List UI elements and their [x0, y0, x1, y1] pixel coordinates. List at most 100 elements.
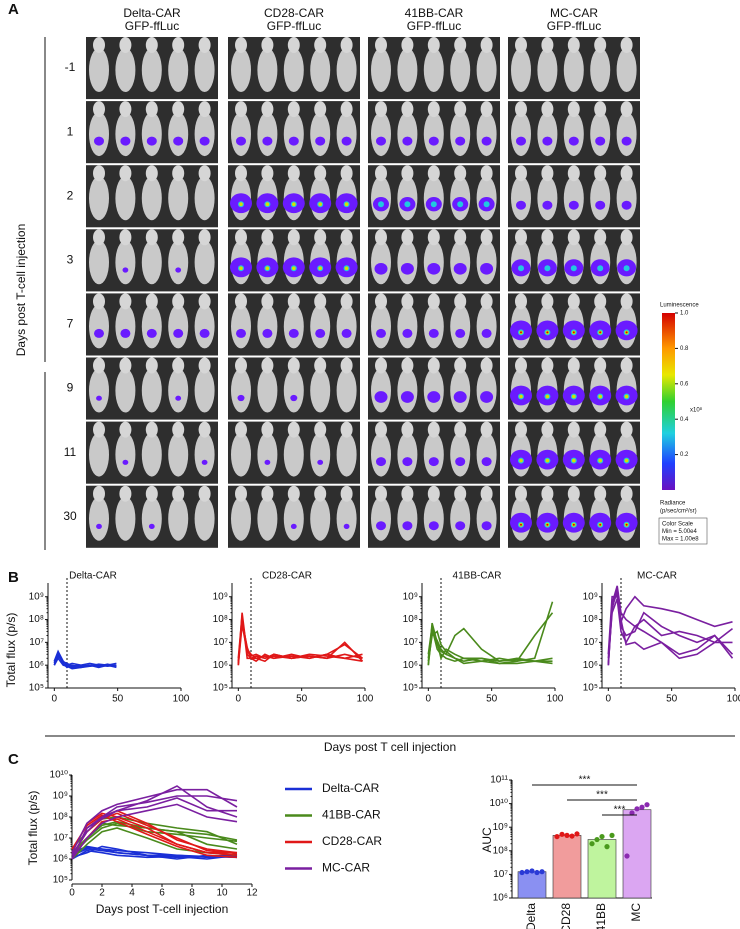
signal	[568, 136, 579, 146]
signal	[428, 521, 439, 531]
signal	[427, 391, 441, 403]
signal-core	[624, 394, 629, 399]
mouse-head	[235, 421, 247, 438]
x-tick-label: 100	[547, 694, 564, 705]
mouse	[616, 48, 637, 92]
mouse-head	[261, 293, 274, 310]
mouse-head	[261, 101, 274, 118]
mouse-head	[145, 37, 158, 53]
chart-title: MC-CAR	[637, 571, 677, 582]
mouse-head	[145, 421, 158, 438]
mouse	[115, 304, 136, 349]
x-axis-label: Days post T-cell injection	[96, 902, 229, 916]
colorbar-tick-label: 0.4	[680, 417, 689, 423]
mouse	[371, 48, 391, 92]
signal	[94, 328, 104, 338]
mouse	[563, 48, 584, 92]
column-header: GFP-ffLuc	[407, 19, 461, 33]
data-point	[609, 832, 615, 838]
data-point	[529, 868, 535, 874]
mouse	[616, 176, 637, 221]
mouse-head	[427, 421, 440, 438]
signal	[427, 262, 441, 275]
mouse-head	[314, 165, 327, 182]
mouse-head	[541, 357, 554, 374]
mouse	[231, 304, 251, 349]
signal	[341, 136, 352, 146]
mouse-head	[93, 165, 105, 182]
signal-core	[545, 394, 550, 399]
mouse	[310, 368, 331, 413]
mouse-head	[235, 37, 247, 53]
mouse	[476, 496, 497, 541]
signal	[236, 136, 246, 146]
mouse-head	[172, 229, 185, 246]
mouse-head	[427, 37, 440, 53]
mouse	[115, 432, 136, 477]
data-point	[564, 832, 570, 838]
bar	[517, 871, 547, 899]
mouse-head	[145, 293, 158, 310]
mouse-head	[620, 357, 633, 374]
mouse-head	[119, 165, 132, 182]
x-tick-label: 100	[727, 694, 740, 705]
signal	[315, 328, 326, 338]
mouse-head	[119, 485, 132, 502]
signal-core	[483, 201, 490, 208]
series-line	[427, 626, 553, 665]
data-point	[569, 833, 575, 839]
mouse	[423, 368, 444, 413]
signal-core	[599, 523, 602, 526]
signal-core	[344, 266, 349, 271]
x-axis-label: Days post T cell injection	[324, 740, 456, 754]
mouse-head	[567, 293, 580, 310]
x-tick-label: 50	[296, 694, 308, 705]
signal-core	[344, 202, 349, 206]
mouse	[423, 112, 444, 157]
mouse-head	[401, 485, 414, 502]
mouse-head	[480, 165, 493, 182]
signal	[146, 136, 157, 146]
mouse-head	[119, 101, 132, 118]
mouse	[336, 48, 357, 92]
signal	[315, 136, 326, 146]
x-tick-label: 10	[216, 888, 228, 899]
mouse-head	[198, 101, 211, 118]
signal	[341, 328, 352, 338]
mouse-head	[340, 485, 353, 502]
column-header: GFP-ffLuc	[547, 19, 601, 33]
signal-core	[457, 201, 464, 208]
signal-core	[570, 265, 577, 272]
mouse-head	[375, 229, 387, 246]
y-tick-label: 10⁸	[213, 614, 228, 625]
x-tick-label: 50	[666, 694, 678, 705]
mouse-head	[198, 357, 211, 374]
mouse-head	[93, 229, 105, 246]
mouse-head	[340, 421, 353, 438]
chart-title: 41BB-CAR	[453, 571, 502, 582]
data-point	[574, 831, 580, 837]
mouse-head	[145, 357, 158, 374]
mouse	[476, 240, 497, 285]
scale-box-text: Max = 1.00e8	[662, 537, 699, 543]
mouse-head	[340, 37, 353, 53]
mouse-head	[567, 101, 580, 118]
signal-core	[625, 523, 628, 526]
mouse	[450, 304, 471, 349]
mouse	[115, 496, 136, 541]
mouse	[115, 112, 136, 157]
data-point	[594, 836, 600, 843]
mouse	[257, 368, 278, 413]
y-tick-label: 10⁶	[583, 660, 598, 671]
mouse-head	[541, 485, 554, 502]
mouse	[283, 112, 304, 157]
mouse-head	[401, 229, 414, 246]
signal	[201, 459, 208, 465]
chart-title: CD28-CAR	[262, 571, 312, 582]
y-axis-label: AUC	[480, 827, 494, 853]
signal-core	[572, 394, 576, 399]
mouse	[141, 304, 162, 349]
mouse	[590, 176, 611, 221]
mouse-head	[454, 357, 467, 374]
series-line	[427, 627, 553, 666]
